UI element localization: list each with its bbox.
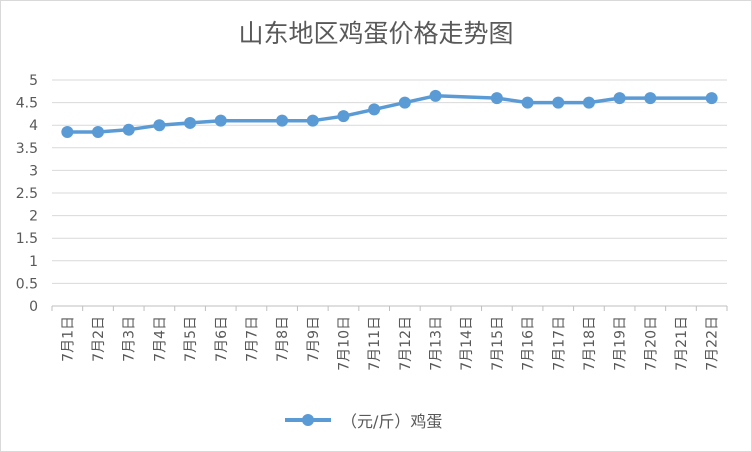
x-tick-label: 7月10日 bbox=[336, 316, 352, 371]
y-tick-label: 3 bbox=[29, 163, 38, 179]
y-tick-label: 4.5 bbox=[16, 96, 38, 112]
x-tick-label: 7月13日 bbox=[429, 316, 445, 371]
legend-label: （元/斤）鸡蛋 bbox=[341, 412, 443, 431]
x-tick-label: 7月14日 bbox=[459, 316, 475, 371]
data-point bbox=[214, 114, 227, 127]
y-tick-label: 5 bbox=[29, 73, 38, 89]
data-point bbox=[398, 96, 411, 109]
data-point bbox=[521, 96, 534, 109]
data-point bbox=[153, 119, 166, 132]
x-tick-label: 7月6日 bbox=[214, 316, 230, 362]
data-point bbox=[644, 92, 657, 105]
data-point bbox=[276, 114, 289, 127]
x-tick-label: 7月4日 bbox=[152, 316, 168, 362]
x-tick-label: 7月18日 bbox=[582, 316, 598, 371]
x-tick-label: 7月2日 bbox=[91, 316, 107, 362]
data-point bbox=[306, 114, 319, 127]
legend-swatch bbox=[285, 412, 331, 428]
x-tick-label: 7月8日 bbox=[275, 316, 291, 362]
x-tick-label: 7月11日 bbox=[367, 316, 383, 371]
x-tick-label: 7月15日 bbox=[490, 316, 506, 371]
y-tick-label: 0.5 bbox=[16, 276, 38, 292]
x-tick-label: 7月7日 bbox=[244, 316, 260, 362]
x-tick-label: 7月16日 bbox=[521, 316, 537, 371]
data-point bbox=[122, 123, 135, 136]
y-tick-label: 3.5 bbox=[16, 141, 38, 157]
x-tick-label: 7月20日 bbox=[643, 316, 659, 371]
y-tick-label: 4 bbox=[29, 118, 38, 134]
y-tick-label: 2.5 bbox=[16, 186, 38, 202]
x-tick-label: 7月19日 bbox=[613, 316, 629, 371]
y-tick-label: 2 bbox=[29, 209, 38, 225]
data-point bbox=[61, 125, 74, 138]
x-tick-label: 7月9日 bbox=[306, 316, 322, 362]
y-tick-label: 1.5 bbox=[16, 231, 38, 247]
x-tick-label: 7月5日 bbox=[183, 316, 199, 362]
data-point bbox=[552, 96, 565, 109]
data-point bbox=[705, 92, 718, 105]
x-tick-label: 7月3日 bbox=[122, 316, 138, 362]
chart-legend: （元/斤）鸡蛋 bbox=[285, 408, 442, 432]
y-tick-label: 0 bbox=[29, 299, 38, 315]
data-point bbox=[368, 103, 381, 116]
x-tick-label: 7月1日 bbox=[60, 316, 76, 362]
x-tick-label: 7月21日 bbox=[674, 316, 690, 371]
x-tick-label: 7月12日 bbox=[398, 316, 414, 371]
data-point bbox=[613, 92, 626, 105]
data-point bbox=[184, 116, 197, 129]
chart-title: 山东地区鸡蛋价格走势图 bbox=[238, 19, 514, 48]
data-point bbox=[582, 96, 595, 109]
data-point bbox=[92, 125, 105, 138]
data-point bbox=[490, 92, 503, 105]
data-point bbox=[337, 110, 350, 123]
x-tick-label: 7月22日 bbox=[705, 316, 721, 371]
data-point bbox=[429, 89, 442, 102]
x-tick-label: 7月17日 bbox=[551, 316, 567, 371]
y-tick-label: 1 bbox=[29, 254, 38, 270]
